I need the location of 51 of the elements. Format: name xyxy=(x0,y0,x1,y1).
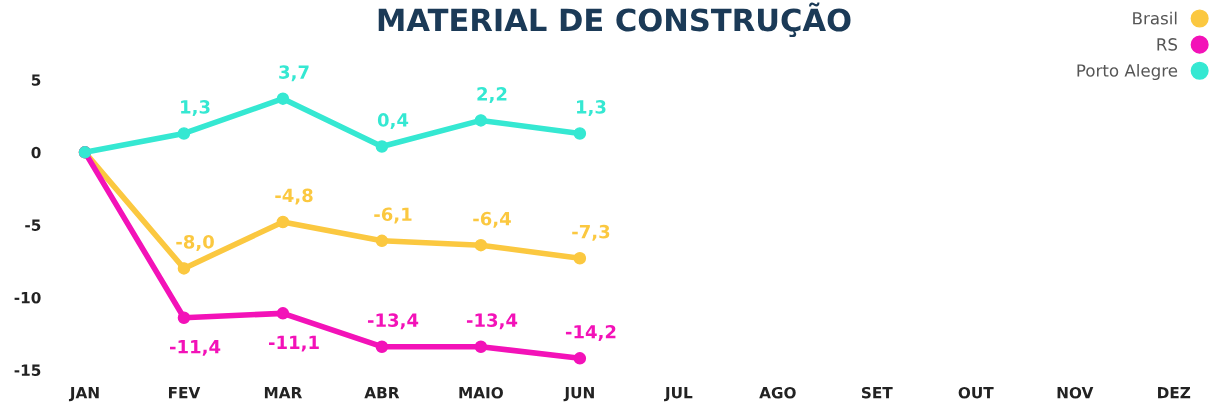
x-tick-label: FEV xyxy=(168,387,201,399)
point xyxy=(474,114,488,127)
point xyxy=(177,127,191,140)
y-tick-label: -15 xyxy=(14,364,41,376)
x-tick-label: NOV xyxy=(1057,386,1094,399)
data-label: -11,1 xyxy=(268,335,319,352)
data-label: -7,3 xyxy=(572,224,610,241)
x-tick-label: AGO xyxy=(759,386,796,399)
point xyxy=(177,262,191,275)
x-tick-label: SET xyxy=(861,386,893,399)
x-tick-label: ABR xyxy=(364,387,400,399)
y-tick-label: -10 xyxy=(14,291,41,304)
point xyxy=(276,92,290,105)
x-tick-label: JUN xyxy=(563,387,594,402)
point xyxy=(474,340,488,353)
data-label: -6,1 xyxy=(374,207,412,224)
point xyxy=(375,234,389,248)
point xyxy=(474,238,488,252)
y-tick-label: -5 xyxy=(25,219,41,231)
x-tick-label: MAR xyxy=(264,387,303,399)
point xyxy=(276,307,290,320)
data-label: 1,3 xyxy=(577,100,606,117)
point xyxy=(573,352,587,365)
data-label: -11,4 xyxy=(170,340,221,356)
data-label: 0,4 xyxy=(377,113,409,130)
y-tick-label: 0 xyxy=(31,146,41,159)
y-tick-label: 5 xyxy=(31,74,41,86)
point xyxy=(276,215,290,229)
point xyxy=(375,140,389,153)
legend-label: Brasil xyxy=(1133,11,1177,25)
data-label: -4,8 xyxy=(275,188,313,205)
data-label: 1,3 xyxy=(181,100,210,117)
point xyxy=(573,251,587,265)
x-tick-label: OUT xyxy=(958,386,994,399)
data-label: 3,7 xyxy=(279,65,309,82)
point xyxy=(177,311,191,324)
data-label: -14,2 xyxy=(565,324,616,341)
data-label: 2,2 xyxy=(477,87,507,103)
x-tick-label: MAIO xyxy=(459,386,503,399)
data-label: -6,4 xyxy=(473,211,511,228)
data-label: -13,4 xyxy=(466,313,518,330)
point xyxy=(573,127,587,140)
data-label: -13,4 xyxy=(367,313,419,330)
x-tick-label: JUL xyxy=(664,387,693,402)
legend-label: Porto Alegre xyxy=(1077,63,1178,81)
x-tick-label: JAN xyxy=(68,387,99,402)
legend-label: RS xyxy=(1157,38,1178,51)
x-tick-label: DEZ xyxy=(1158,387,1191,399)
point xyxy=(375,340,389,353)
data-label: -8,0 xyxy=(176,234,214,251)
chart-title: MATERIAL DE CONSTRUÇÃO xyxy=(378,2,851,38)
